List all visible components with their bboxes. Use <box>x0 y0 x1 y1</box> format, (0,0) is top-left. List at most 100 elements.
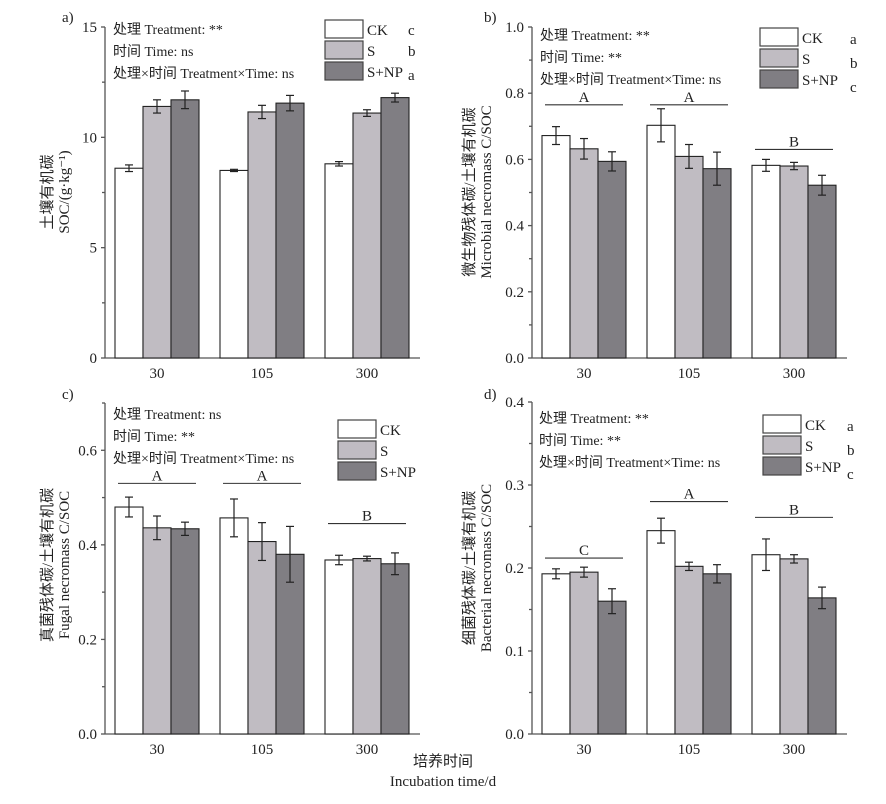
legend-swatch-s <box>324 40 364 60</box>
bar-s-np-30 <box>597 600 627 735</box>
bar-s-np-300 <box>380 563 410 735</box>
stats-text: 处理 Treatment: ** <box>539 411 649 427</box>
x-axis-title-cn: 培养时间 <box>412 754 473 770</box>
legend-swatch-s <box>337 440 377 460</box>
bar-s-300 <box>779 558 809 735</box>
bar-s-300 <box>352 112 382 359</box>
y-axis-title-en: SOC/(g·kg⁻¹) <box>57 150 73 233</box>
bar-s-np-105 <box>275 102 305 359</box>
group-letter: A <box>684 90 695 106</box>
bar-ck-300 <box>751 554 781 735</box>
stats-text: 处理 Treatment: ** <box>113 22 223 38</box>
legend-swatch-s-np <box>337 461 377 481</box>
legend: CK S S+NP <box>337 419 416 481</box>
y-axis-title: 微生物残体碳/土壤有机碳 Microbial necromass C/SOC <box>460 105 495 278</box>
legend: CK S S+NP cba <box>324 19 416 84</box>
x-tick-label: 300 <box>356 742 379 758</box>
y-axis-title: 土壤有机碳 SOC/(g·kg⁻¹) <box>38 150 73 233</box>
y-tick-label: 0.2 <box>78 632 97 648</box>
legend-label: S+NP <box>805 460 841 476</box>
bar-s-np-30 <box>170 528 200 735</box>
y-tick-label: 5 <box>90 241 98 257</box>
bar-ck-300 <box>751 164 781 359</box>
legend-label: S <box>802 52 810 68</box>
legend-significance-letter: a <box>408 68 415 84</box>
legend-label: S+NP <box>380 465 416 481</box>
bar-s-30 <box>569 571 599 735</box>
group-letter: B <box>789 502 799 518</box>
legend-swatch-ck <box>762 414 802 434</box>
y-tick-label: 0.4 <box>505 395 524 411</box>
legend-swatch-ck <box>324 19 364 39</box>
legend-swatch-s-np <box>324 61 364 81</box>
bar-s-300 <box>779 165 809 359</box>
panel-a: a) 土壤有机碳 SOC/(g·kg⁻¹) 0 5 10 15 30 105 300 处理 Trea… <box>38 10 420 382</box>
bar-ck-300 <box>324 163 354 359</box>
legend: CK S S+NP abc <box>762 414 855 483</box>
panel-d: d) 细菌残体碳/土壤有机碳 Bacterial necromass C/SOC 0.… <box>460 387 855 758</box>
bar-s-np-300 <box>807 597 837 735</box>
bar-s-np-30 <box>597 160 627 359</box>
panel-c: c) 真菌残体碳/土壤有机碳 Fugal necromass C/SOC 0.0 0.2… <box>38 387 420 758</box>
bar-s-30 <box>142 105 172 359</box>
panel-label: d) <box>484 387 497 403</box>
x-axis-title-en: Incubation time/d <box>389 774 497 790</box>
y-tick-label: 0.3 <box>505 478 524 494</box>
group-letter: C <box>579 543 589 559</box>
stats-text: 时间 Time: ** <box>540 50 622 66</box>
y-tick-label: 0.6 <box>505 152 524 168</box>
y-tick-label: 1.0 <box>505 20 524 36</box>
y-tick-label: 0 <box>90 351 98 367</box>
x-tick-label: 105 <box>678 366 701 382</box>
bar-ck-30 <box>114 167 144 359</box>
legend-swatch-s-np <box>762 456 802 476</box>
panel-label: c) <box>62 387 74 403</box>
stats-text: 处理×时间 Treatment×Time: ns <box>113 66 294 82</box>
panel-label: b) <box>484 10 497 26</box>
bar-s-105 <box>674 155 704 359</box>
x-tick-label: 30 <box>150 742 165 758</box>
bar-s-np-105 <box>702 168 732 359</box>
legend-swatch-s <box>759 48 799 68</box>
stats-text: 处理×时间 Treatment×Time: ns <box>540 72 721 88</box>
x-tick-label: 30 <box>150 366 165 382</box>
legend-label: S+NP <box>802 73 838 89</box>
bar-s-30 <box>142 527 172 735</box>
y-axis-title-en: Microbial necromass C/SOC <box>479 105 495 278</box>
bar-s-300 <box>352 558 382 735</box>
bar-s-np-300 <box>380 97 410 359</box>
legend: CK S S+NP abc <box>759 27 858 96</box>
legend-swatch-s-np <box>759 69 799 89</box>
legend-label: CK <box>805 418 826 434</box>
bar-ck-105 <box>646 124 676 359</box>
bar-ck-30 <box>541 573 571 735</box>
stats-text: 时间 Time: ** <box>539 433 621 449</box>
y-tick-label: 0.1 <box>505 644 524 660</box>
stats-text: 处理 Treatment: ** <box>540 28 650 44</box>
legend-significance-letter: b <box>850 56 858 72</box>
y-axis-title: 细菌残体碳/土壤有机碳 Bacterial necromass C/SOC <box>460 484 495 652</box>
legend-significance-letter: a <box>850 32 857 48</box>
x-tick-label: 300 <box>783 742 806 758</box>
bar-ck-30 <box>114 506 144 735</box>
legend-significance-letter: a <box>847 419 854 435</box>
x-tick-label: 105 <box>251 366 274 382</box>
y-tick-label: 0.4 <box>78 538 97 554</box>
bar-ck-105 <box>219 169 249 359</box>
y-tick-label: 0.2 <box>505 285 524 301</box>
y-axis-title-en: Bacterial necromass C/SOC <box>479 484 495 652</box>
legend-significance-letter: b <box>847 443 855 459</box>
bar-s-105 <box>247 540 277 735</box>
group-letter: A <box>257 468 268 484</box>
y-axis-title-cn: 土壤有机碳 <box>38 154 56 229</box>
bar-s-105 <box>674 565 704 735</box>
bar-ck-105 <box>219 517 249 735</box>
y-tick-label: 0.0 <box>78 727 97 743</box>
x-tick-label: 300 <box>783 366 806 382</box>
y-axis-title-cn: 细菌残体碳/土壤有机碳 <box>460 491 478 645</box>
x-tick-label: 30 <box>577 366 592 382</box>
x-tick-label: 105 <box>251 742 274 758</box>
group-letter: B <box>362 509 372 525</box>
bar-s-np-105 <box>702 573 732 735</box>
legend-label: S <box>367 44 375 60</box>
